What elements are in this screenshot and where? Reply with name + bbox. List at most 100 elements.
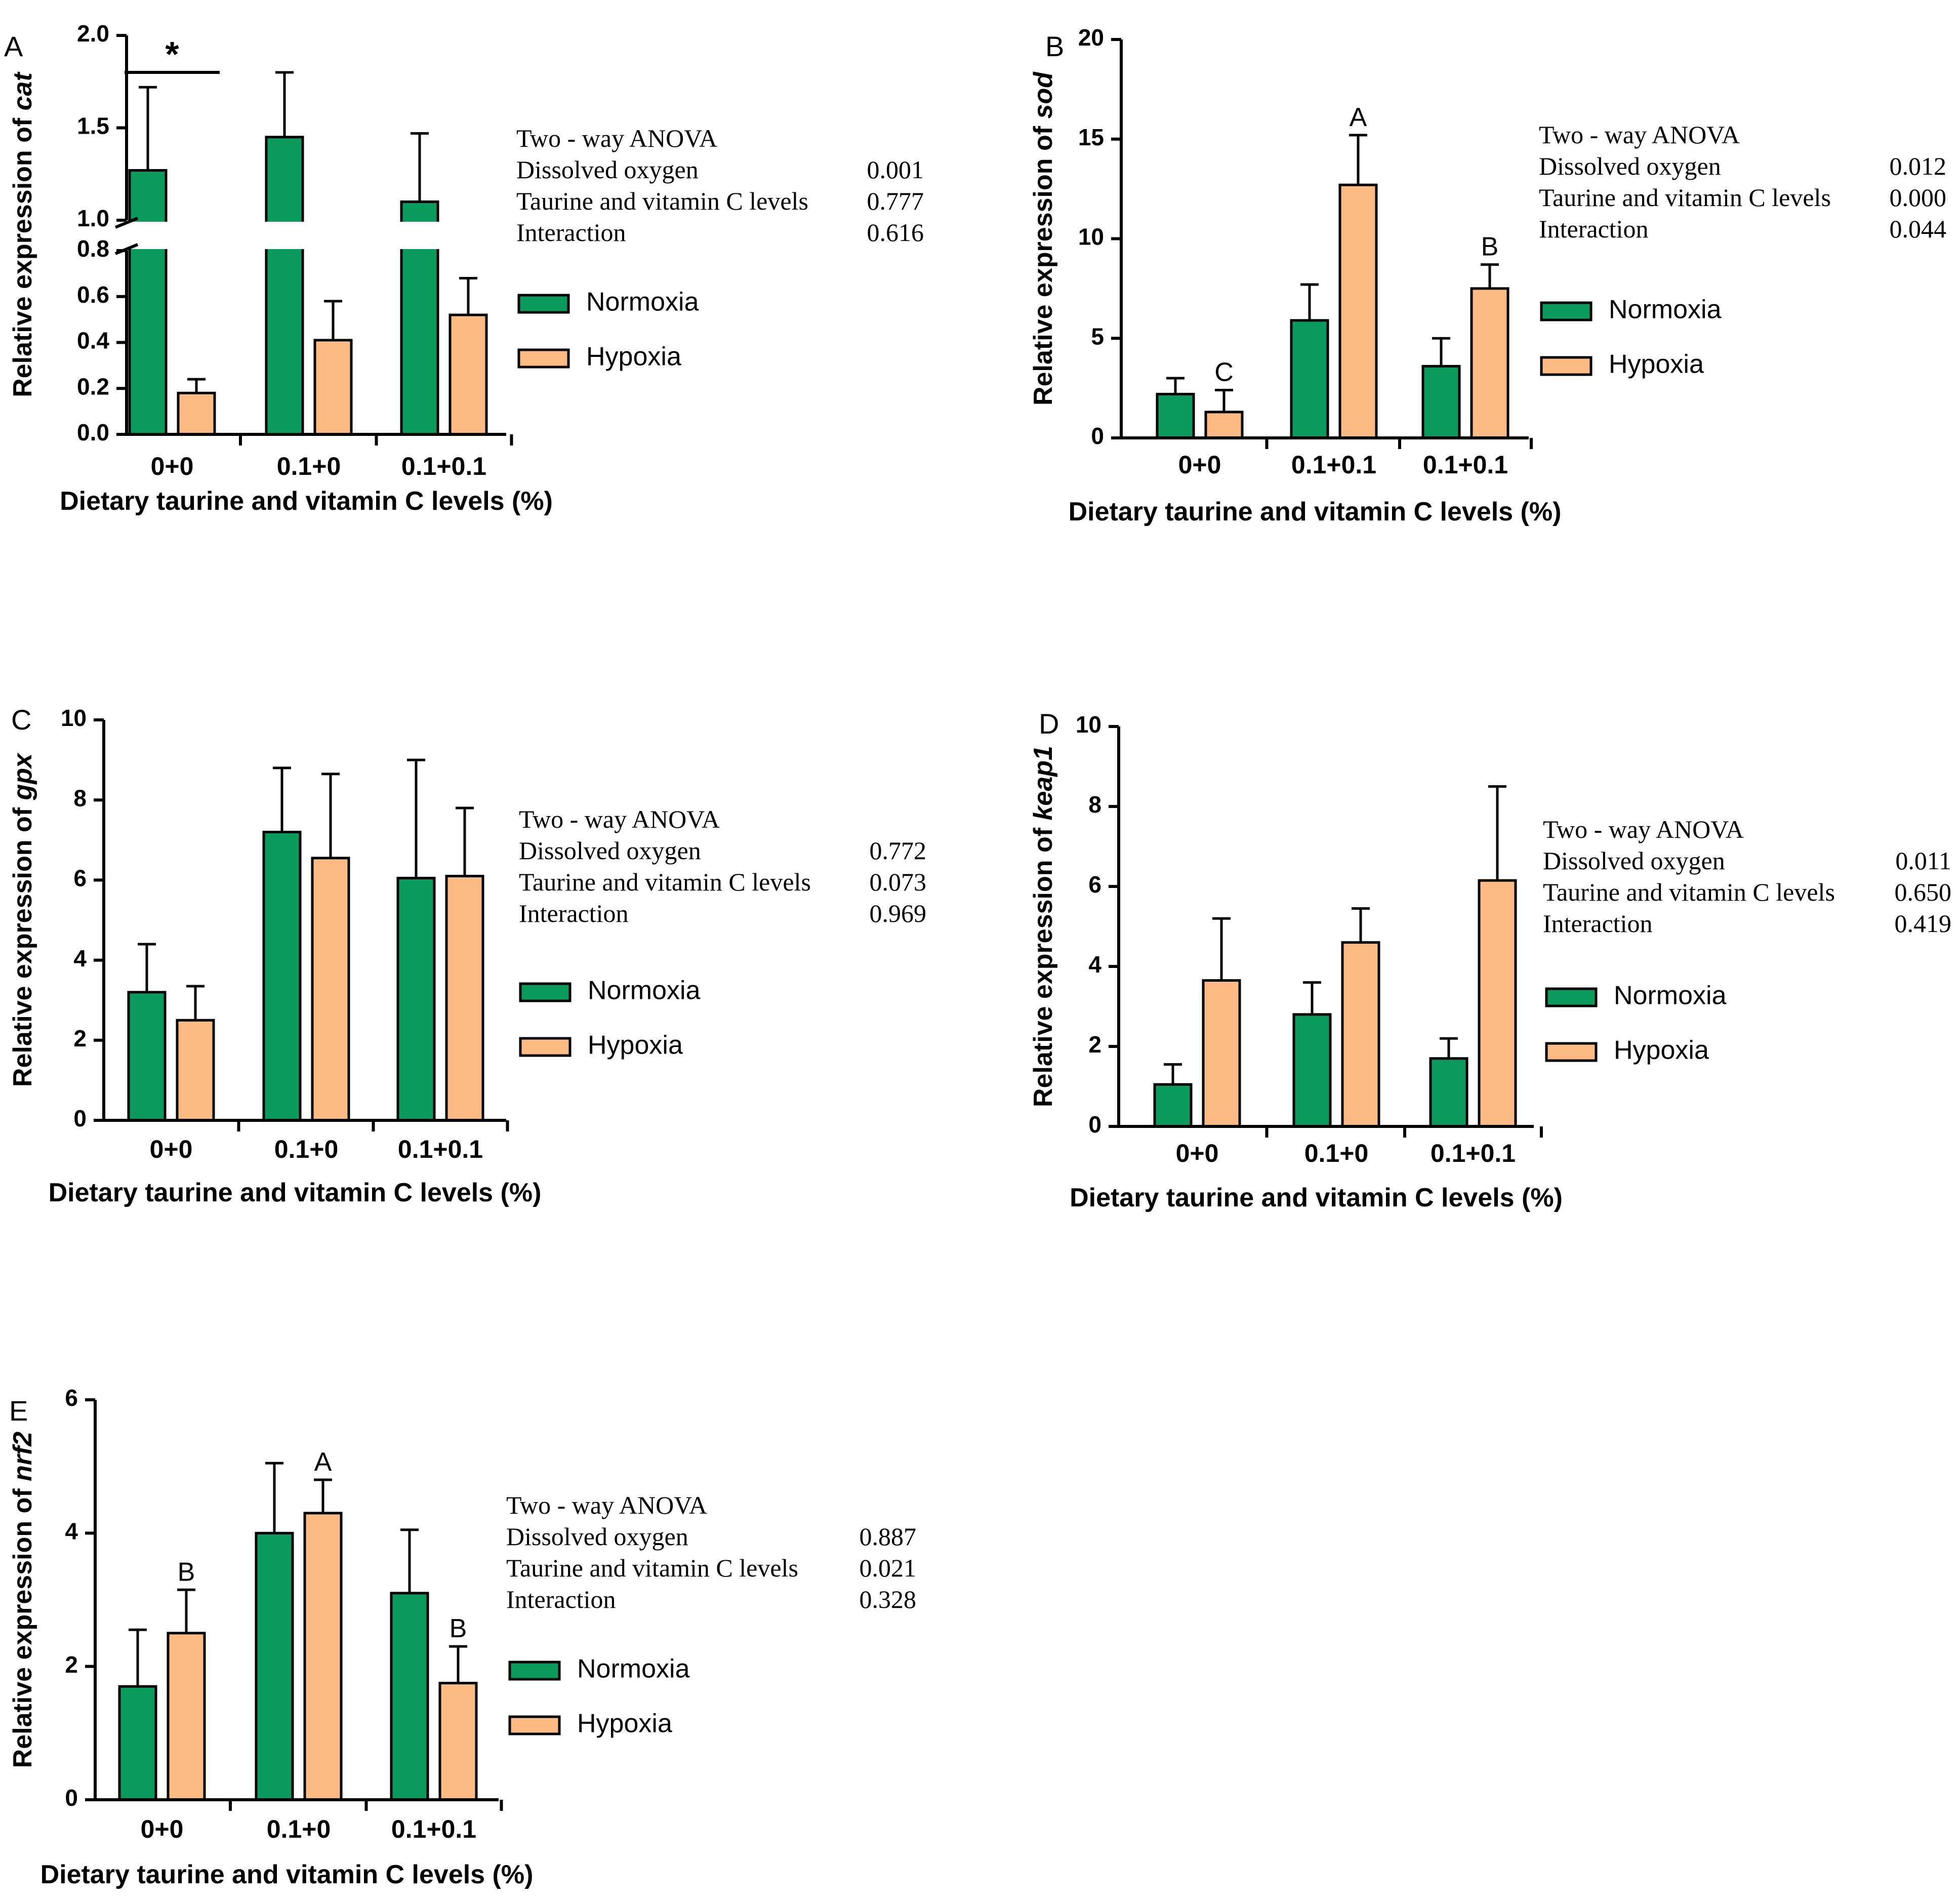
bar-hypoxia [1202,979,1241,1128]
category-label: 0.1+0 [1304,1139,1369,1167]
bar-hypoxia [1204,411,1244,439]
panel-letter: E [9,1395,28,1427]
y-tick-label: 8 [1088,791,1101,818]
y-axis-label-prefix: Relative expression of [8,1481,37,1768]
anova-p-value: 0.650 [1895,878,1952,906]
y-tick-label: 4 [1088,951,1101,978]
anova-factor-label: Interaction [1539,215,1649,243]
bar-hypoxia [177,391,216,436]
y-tick-label: 2.0 [77,20,109,47]
anova-p-value: 0.001 [867,155,924,184]
anova-factor-label: Taurine and vitamin C levels [1539,183,1831,212]
significance-letter: B [450,1614,467,1643]
y-tick-label: 10 [1076,711,1101,738]
category-label: 0.1+0.1 [1423,451,1508,479]
anova-factor-label: Dissolved oxygen [516,155,699,184]
significance-letter: B [178,1557,195,1587]
legend-swatch-hypoxia [508,1715,561,1735]
category-label: 0+0 [141,1815,184,1843]
panel-letter: D [1039,708,1059,740]
y-tick-label: 8 [73,785,87,811]
x-axis-label: Dietary taurine and vitamin C levels (%) [40,1860,534,1889]
category-label: 0+0 [151,452,194,480]
bar-hypoxia [1470,287,1509,439]
legend-label-normoxia: Normoxia [586,288,699,317]
bar-hypoxia [1338,183,1378,439]
legend-label-hypoxia: Hypoxia [577,1709,672,1738]
y-tick-label: 0.4 [77,328,109,354]
anova-p-value: 0.419 [1895,909,1952,938]
bar-hypoxia [1478,879,1517,1128]
anova-factor-label: Taurine and vitamin C levels [516,187,808,215]
bar-normoxia [1429,1057,1468,1128]
anova-p-value: 0.777 [867,187,924,215]
bar-normoxia [262,830,302,1122]
bar-normoxia [1421,365,1461,439]
significance-letter: A [314,1447,332,1477]
significance-letter: B [1481,232,1499,262]
y-axis-gene-name: sod [1029,71,1058,119]
anova-p-value: 0.021 [860,1554,917,1582]
y-tick-label: 10 [1078,224,1104,250]
bar-hypoxia [1341,941,1380,1128]
y-tick-label: 0 [1091,423,1104,449]
anova-title: Two - way ANOVA [1539,120,1740,149]
anova-p-value: 0.073 [870,868,927,896]
anova-factor-label: Interaction [516,218,626,247]
category-label: 0.1+0.1 [1291,451,1376,479]
category-label: 0.1+0.1 [391,1815,476,1843]
y-axis-gene-name: cat [8,71,37,111]
category-label: 0.1+0.1 [1431,1139,1516,1167]
legend-label-hypoxia: Hypoxia [586,342,681,372]
bar-hypoxia [438,1682,478,1801]
legend-swatch-hypoxia [519,1037,571,1057]
category-label: 0.1+0 [277,452,341,480]
bar-hypoxia [311,857,350,1122]
panel-e: E 0 2 4 6 0+0 0.1+0 0.1+0.1 Dietary taurine and … [8,1385,916,1889]
anova-factor-label: Dissolved oxygen [519,836,701,865]
anova-p-value: 0.969 [870,899,927,927]
bar-normoxia [1292,1013,1332,1128]
y-tick-label: 0.0 [77,419,109,446]
bar-hypoxia [176,1019,215,1122]
anova-factor-label: Dissolved oxygen [506,1522,688,1551]
y-tick-label: 6 [1088,871,1101,898]
panel-letter: C [11,704,31,736]
anova-factor-label: Taurine and vitamin C levels [519,868,811,896]
panel-letter: A [4,30,23,62]
anova-factor-label: Interaction [506,1585,616,1613]
y-axis-label: Relative expression of sod [1029,71,1058,406]
y-axis-label: Relative expression of keap1 [1029,746,1058,1107]
legend-label-normoxia: Normoxia [588,976,701,1005]
bar-normoxia [1290,319,1329,439]
legend-label-hypoxia: Hypoxia [1609,350,1704,379]
bar-normoxia [390,1592,429,1801]
bar-normoxia [265,136,304,436]
y-tick-label: 6 [73,865,87,892]
axis-break-gap [106,222,516,249]
y-axis-gene-name: gpx [8,752,37,801]
significance-letter: A [1350,103,1367,132]
legend-label-hypoxia: Hypoxia [588,1031,683,1060]
panel-letter: B [1045,30,1064,62]
category-label: 0.1+0 [274,1135,339,1163]
anova-factor-label: Dissolved oxygen [1539,152,1721,180]
anova-factor-label: Taurine and vitamin C levels [1543,878,1835,906]
bar-normoxia [396,876,436,1122]
anova-title: Two - way ANOVA [519,805,720,833]
bar-normoxia [127,991,167,1122]
y-tick-label: 15 [1078,124,1104,150]
y-tick-label: 6 [65,1385,78,1411]
axis-break-mark [114,217,139,229]
y-tick-label: 0.8 [77,235,109,262]
category-label: 0.1+0 [267,1815,331,1843]
y-tick-label: 4 [73,945,87,972]
x-axis-label: Dietary taurine and vitamin C levels (%) [49,1178,542,1207]
y-tick-label: 1.0 [77,205,109,231]
y-tick-label: 0.2 [77,373,109,399]
panel-b: B 0 5 10 15 20 0+0 0.1+0.1 0.1+0.1 Dietary taurin… [1029,24,1946,527]
legend-swatch-hypoxia [517,348,570,369]
legend-swatch-hypoxia [1545,1042,1598,1062]
y-tick-label: 0 [73,1105,87,1131]
